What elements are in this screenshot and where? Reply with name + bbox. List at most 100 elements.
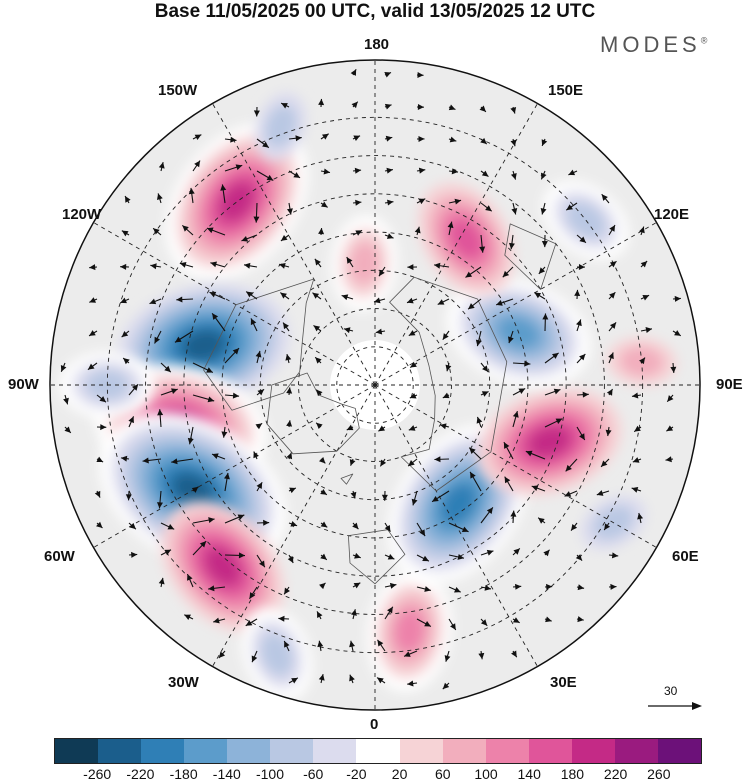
wind-arrow <box>480 618 488 627</box>
wind-arrow <box>288 677 299 684</box>
wind-arrow <box>288 170 301 179</box>
wind-arrow <box>576 584 585 591</box>
wind-arrow <box>288 135 302 142</box>
wind-arrow <box>608 583 617 590</box>
polar-stereographic-map <box>49 59 701 711</box>
wind-arrow <box>181 224 194 236</box>
wind-arrow <box>346 256 354 268</box>
wind-arrow <box>96 424 107 431</box>
anomaly-contour <box>204 547 241 587</box>
wind-arrow <box>448 104 456 111</box>
wind-arrow <box>502 266 514 278</box>
wind-arrow <box>381 490 388 501</box>
lon-label-120e: 120E <box>654 206 690 223</box>
coastline <box>203 278 315 411</box>
wind-arrow <box>508 330 514 344</box>
colorbar-segment <box>442 739 486 763</box>
wind-arrow <box>480 137 488 145</box>
wind-arrow <box>633 425 642 433</box>
wind-arrow <box>570 522 578 531</box>
wind-arrow <box>538 266 546 275</box>
wind-arrow <box>637 512 644 524</box>
wind-arrow <box>256 138 270 149</box>
wind-arrow <box>125 490 132 501</box>
wind-arrow <box>510 510 517 524</box>
wind-arrow <box>245 618 258 627</box>
wind-arrow <box>188 187 195 204</box>
wind-arrow <box>512 617 520 624</box>
wind-arrow <box>224 136 237 143</box>
wind-arrow <box>433 262 450 269</box>
wind-arrow <box>283 586 290 595</box>
wind-arrow <box>375 328 386 335</box>
wind-arrow <box>346 424 354 431</box>
wind-arrow <box>160 522 175 530</box>
wind-arrow <box>224 164 243 172</box>
wind-arrow <box>439 423 450 430</box>
wind-arrow <box>160 549 172 556</box>
wind-arrow <box>576 391 589 398</box>
wind-arrow <box>408 330 418 337</box>
wind-arrow <box>444 650 451 662</box>
modes-logo: MODES® <box>600 32 707 58</box>
wind-arrow <box>121 330 130 338</box>
colorbar-segment <box>356 739 400 763</box>
coastlines <box>203 223 557 585</box>
coastline <box>266 372 360 455</box>
colorbar-tick-label: 220 <box>603 766 628 782</box>
wind-arrow <box>317 640 324 652</box>
wind-arrow <box>341 294 354 301</box>
wind-arrow <box>376 677 386 684</box>
wind-arrow <box>512 360 531 367</box>
wind-arrow <box>566 202 578 211</box>
wind-arrow <box>88 330 98 337</box>
wind-arrow <box>315 389 323 397</box>
wind-arrow <box>666 394 674 403</box>
meridian-line <box>374 222 657 386</box>
anomaly-center <box>331 215 398 312</box>
wind-arrow <box>476 416 483 428</box>
wind-arrow <box>224 472 230 492</box>
colorbar-segment <box>657 739 701 763</box>
wind-arrow <box>352 167 362 174</box>
wind-arrow <box>243 262 258 269</box>
colorbar-segment <box>98 739 142 763</box>
wind-arrow <box>576 264 585 271</box>
wind-arrow <box>531 485 546 492</box>
wind-arrow <box>278 615 290 622</box>
latitude-circle <box>336 346 414 424</box>
wind-arrow <box>576 234 587 244</box>
wind-arrow <box>608 352 614 364</box>
wind-arrow <box>407 264 418 271</box>
colorbar-tick-label: -100 <box>255 766 285 782</box>
wind-arrow <box>431 490 450 503</box>
wind-arrow <box>283 640 290 652</box>
map-disc <box>50 60 700 710</box>
lon-label-90e: 90E <box>716 376 743 393</box>
wind-arrow <box>211 453 226 460</box>
anomaly-contour <box>448 218 484 260</box>
wind-arrow <box>349 640 355 652</box>
wind-arrow <box>213 617 226 624</box>
wind-arrow <box>448 554 465 560</box>
wind-arrow <box>96 394 107 403</box>
wind-arrow <box>672 295 681 302</box>
wind-arrow <box>154 330 162 344</box>
wind-arrow <box>480 202 493 212</box>
latitude-circle <box>298 308 452 462</box>
wind-arrow <box>512 387 526 396</box>
wind-arrow <box>600 458 610 468</box>
wind-arrow <box>282 322 290 332</box>
map-title: Base 11/05/2025 00 UTC, valid 13/05/2025… <box>154 1 596 22</box>
wind-arrow <box>512 547 521 556</box>
anomaly-contour <box>566 202 606 239</box>
wind-arrow <box>416 618 432 628</box>
wind-arrow <box>411 490 418 506</box>
wind-arrow <box>480 170 489 178</box>
wind-arrow <box>287 554 294 564</box>
colorbar-tick-label: 180 <box>560 766 585 782</box>
wind-arrow <box>253 202 260 223</box>
wind-arrow <box>416 167 426 174</box>
wind-arrow <box>416 522 426 537</box>
wind-arrow <box>384 553 395 560</box>
